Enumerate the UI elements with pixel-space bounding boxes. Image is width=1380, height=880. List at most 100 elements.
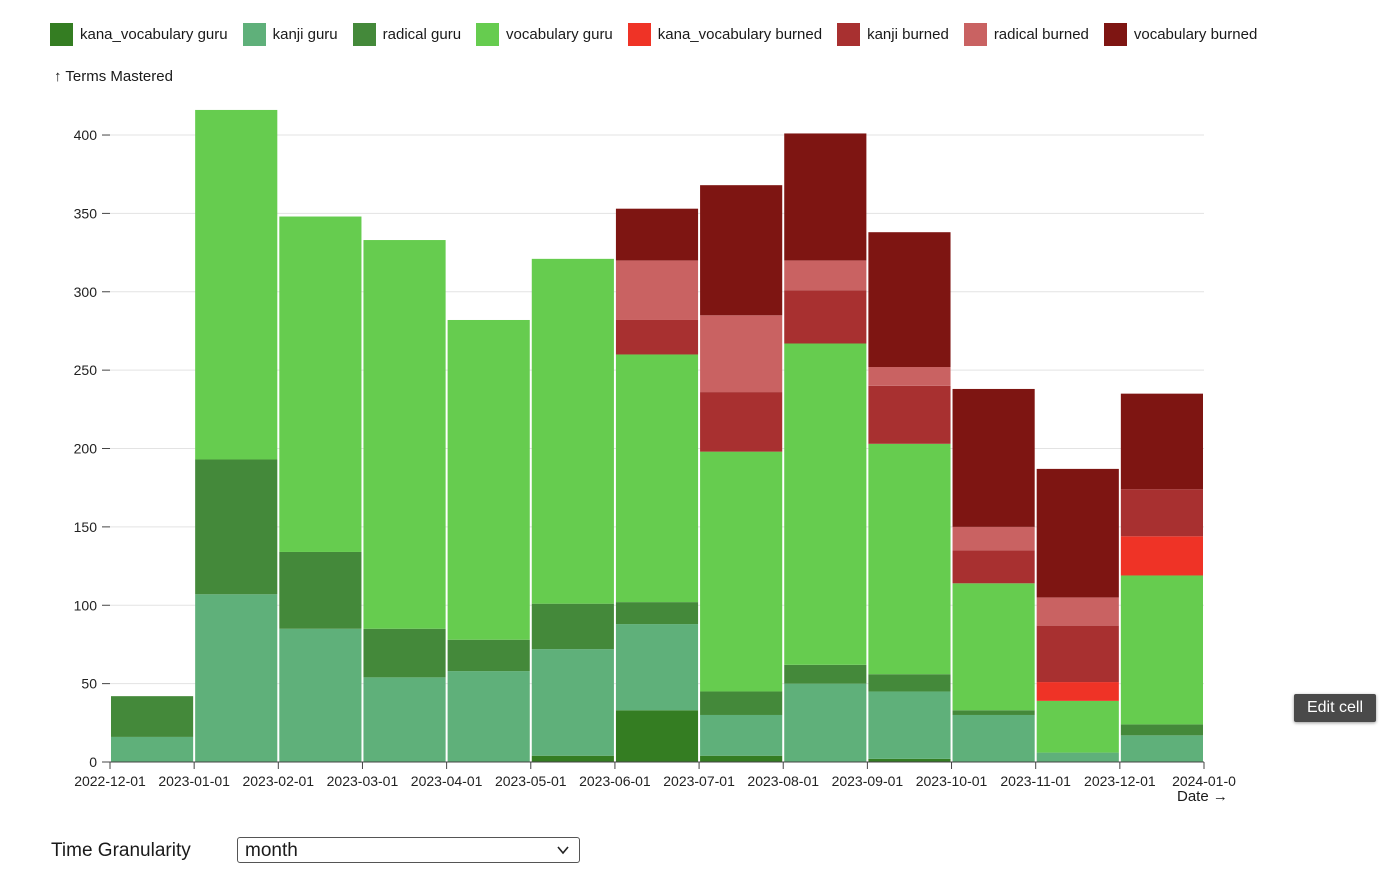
bar-segment-radical-burned [952,526,1035,551]
x-axis-title: Date → [1177,788,1228,805]
legend-label: kana_vocabulary guru [80,26,228,43]
bar-segment-vocabulary-guru [363,240,446,629]
legend-swatch [627,23,651,46]
x-tick-label: 2023-03-01 [327,773,399,789]
x-tick-label: 2022-12-01 [74,773,146,789]
legend-item-radical-guru: radical guru [352,23,462,46]
bar-segment-kana-vocabulary-guru [615,710,699,762]
bar-segment-vocabulary-burned [784,133,867,261]
bar-segment-radical-burned [868,367,951,386]
bar-segment-vocabulary-guru [615,354,699,603]
bar-segment-radical-burned [784,260,867,291]
bar-segment-vocabulary-guru [784,343,867,665]
bar-segment-kana-vocabulary-burned [1036,682,1119,701]
bar-segment-radical-guru [952,710,1035,715]
y-tick-label: 300 [74,284,98,300]
chevron-down-icon [557,846,569,855]
x-tick-label: 2023-10-01 [916,773,988,789]
bar-segment-radical-guru [615,602,699,625]
bar-segment-radical-guru [363,628,446,678]
y-tick-label: 50 [81,676,97,692]
x-tick-label: 2023-07-01 [663,773,735,789]
bar-segment-vocabulary-guru [700,451,783,692]
bar-segment-radical-guru [1120,724,1203,736]
legend-swatch [963,23,987,46]
legend-item-radical-burned: radical burned [963,23,1089,46]
bar-segment-kanji-guru [111,736,194,762]
bar-segment-radical-guru [784,664,867,684]
bar-segment-radical-burned [615,260,699,320]
x-tick-label: 2023-04-01 [411,773,483,789]
bar-segment-radical-guru [447,639,530,672]
x-tick-label: 2023-12-01 [1084,773,1156,789]
bar-segment-kanji-burned [952,550,1035,584]
legend-label: kanji burned [867,26,949,43]
y-tick-label: 400 [74,127,98,143]
legend-item-kana-vocabulary-guru: kana_vocabulary guru [50,23,228,46]
bar-segment-vocabulary-burned [1120,393,1203,490]
legend-label: radical burned [993,26,1089,43]
legend-swatch [476,23,500,46]
legend-label: radical guru [382,26,462,43]
bar-segment-kanji-guru [279,628,362,762]
time-granularity-label: Time Granularity [51,840,191,861]
legend-label: kana_vocabulary burned [657,26,823,43]
legend-item-kanji-guru: kanji guru [242,23,338,46]
bar-segment-kanji-guru [531,649,614,756]
bar-segment-vocabulary-guru [868,443,951,675]
x-tick-label: 2023-11-01 [1000,773,1071,789]
bar-segment-kanji-guru [615,624,699,711]
x-tick-label: 2023-05-01 [495,773,567,789]
bar-segment-kanji-guru [700,714,783,756]
y-tick-label: 250 [74,362,98,378]
bar-segment-kanji-burned [1036,625,1119,683]
x-tick-label: 2023-06-01 [579,773,651,789]
bar-segment-kanji-guru [1120,735,1203,762]
edit-cell-tooltip[interactable]: Edit cell [1294,694,1376,722]
bar-segment-kanji-guru [1036,752,1119,762]
legend-item-kana-vocabulary-burned: kana_vocabulary burned [627,23,823,46]
y-axis-title: ↑ Terms Mastered [54,68,173,85]
bar-segment-vocabulary-guru [195,109,278,460]
y-tick-label: 100 [74,597,98,613]
bar-segment-radical-guru [195,459,278,595]
bar-segment-radical-guru [868,674,951,692]
x-tick-label: 2023-09-01 [832,773,904,789]
bar-segment-radical-burned [1036,597,1119,626]
y-tick-label: 200 [74,441,98,457]
bar-segment-vocabulary-guru [952,583,1035,711]
bar-segment-radical-guru [279,551,362,629]
bar-segment-kana-vocabulary-burned [1120,536,1203,576]
legend-swatch [1103,23,1127,46]
bar-segment-kana-vocabulary-guru [700,755,783,762]
legend-label: kanji guru [272,26,338,43]
bar-segment-kanji-guru [447,671,530,762]
y-tick-label: 150 [74,519,98,535]
y-tick-label: 0 [89,754,97,770]
bar-segment-kanji-guru [363,677,446,762]
x-tick-label: 2023-01-01 [158,773,230,789]
bar-segment-vocabulary-burned [1036,468,1119,598]
bar-segment-kanji-burned [1120,489,1203,537]
bar-segment-vocabulary-guru [531,258,614,604]
bar-segment-vocabulary-guru [1036,700,1119,753]
legend-swatch [352,23,376,46]
bar-segment-vocabulary-guru [279,216,362,552]
bar-segment-radical-guru [111,696,194,737]
time-granularity-select[interactable]: month [237,837,580,863]
bar-segment-radical-guru [700,691,783,715]
bar-segment-kanji-burned [784,290,867,344]
bar-segment-kanji-burned [615,319,699,355]
bar-segment-vocabulary-burned [952,388,1035,527]
legend-swatch [837,23,861,46]
bar-segment-kanji-guru [784,683,867,762]
bar-segment-radical-burned [700,315,783,393]
bar-segment-kana-vocabulary-guru [868,758,951,762]
bar-segment-kanji-guru [952,714,1035,762]
legend-item-vocabulary-burned: vocabulary burned [1103,23,1258,46]
y-tick-label: 350 [74,205,98,221]
x-tick-label: 2023-08-01 [747,773,819,789]
chart-legend: kana_vocabulary guru kanji guru radical gu… [50,23,1272,46]
legend-label: vocabulary burned [1133,26,1258,43]
